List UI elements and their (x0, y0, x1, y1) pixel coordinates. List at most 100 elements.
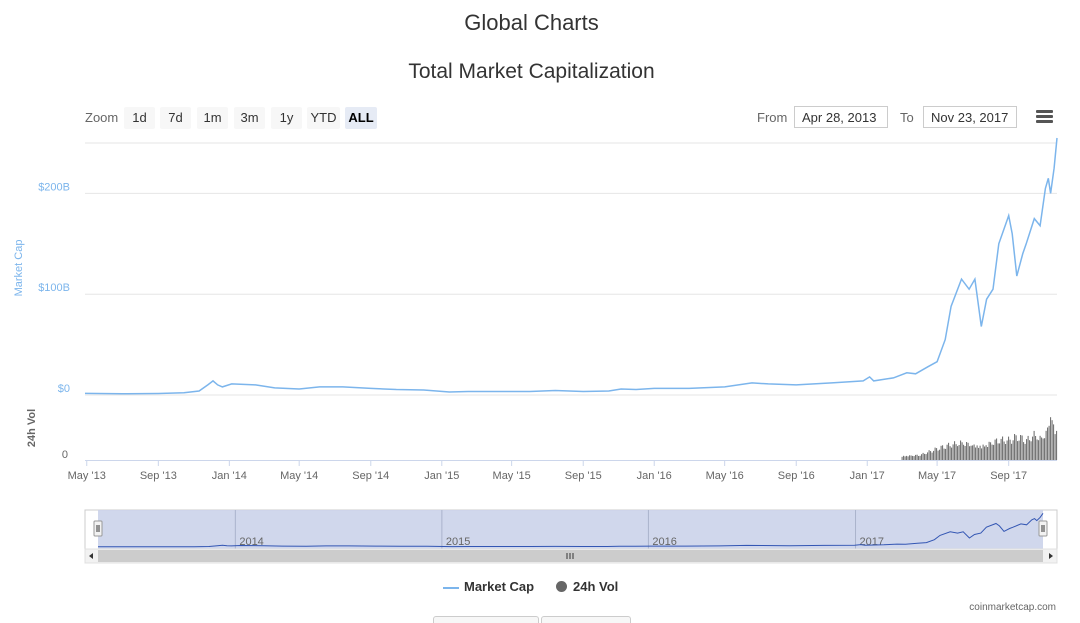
volume-bar (1023, 442, 1025, 460)
credit-link[interactable]: coinmarketcap.com (969, 602, 1056, 613)
chart-menu-button[interactable] (1036, 110, 1054, 124)
volume-bar (1011, 443, 1013, 460)
volume-bar (1033, 430, 1035, 460)
volume-bar (1012, 440, 1014, 460)
volume-bar (910, 455, 912, 460)
volume-bar (1029, 440, 1031, 460)
volume-bar (1038, 440, 1040, 460)
volume-bar (1030, 441, 1032, 460)
zoom-label: Zoom (85, 110, 119, 125)
volume-bar (982, 444, 984, 460)
volume-bar (1015, 435, 1017, 460)
handle-grip-icon (93, 520, 103, 537)
volume-bar (912, 455, 914, 460)
volume-bar (951, 447, 953, 460)
volume-bar (985, 445, 987, 460)
hamburger-icon (1036, 110, 1053, 113)
volume-bar (994, 439, 996, 460)
volume-bar (1024, 443, 1026, 460)
volume-bar (907, 456, 909, 460)
volume-bar (939, 449, 941, 460)
volume-bar (1014, 434, 1016, 460)
x-tick-label: Sep '17 (990, 470, 1027, 482)
navigator-handle-right[interactable] (1038, 520, 1048, 537)
x-tick-label: May '16 (706, 470, 744, 482)
volume-bar (1002, 436, 1004, 460)
volume-bar (904, 456, 906, 460)
x-tick-label: Sep '15 (565, 470, 602, 482)
zoom-button-1m[interactable]: 1m (197, 107, 228, 129)
volume-bar (993, 444, 995, 460)
volume-bar (997, 443, 999, 460)
volume-bar (913, 456, 915, 460)
volume-bar (984, 446, 986, 460)
x-tick-label: Jan '16 (637, 470, 672, 482)
volume-bar (933, 450, 935, 460)
volume-bar (918, 456, 920, 460)
x-tick-label: Sep '16 (778, 470, 815, 482)
volume-bar (1005, 444, 1007, 460)
volume-bar (1003, 441, 1005, 460)
volume-bar (916, 454, 918, 460)
volume-bar (952, 444, 954, 460)
volume-bar (978, 447, 980, 460)
volume-bar (937, 450, 939, 460)
volume-bar (960, 440, 962, 460)
x-tick-label: May '17 (918, 470, 956, 482)
navigator-handle-left[interactable] (93, 520, 103, 537)
volume-bar (975, 447, 977, 460)
volume-bar (901, 456, 903, 460)
zoom-button-7d[interactable]: 7d (160, 107, 191, 129)
navigator-mask[interactable] (98, 510, 1043, 549)
volume-bar (954, 441, 956, 460)
volume-bar (946, 444, 948, 460)
x-tick-label: Jan '15 (424, 470, 459, 482)
volume-bar (945, 448, 947, 460)
volume-axis-title: 24h Vol (26, 409, 38, 447)
volume-bar (931, 452, 933, 460)
to-date-input[interactable] (923, 106, 1017, 128)
hamburger-icon (1036, 115, 1053, 118)
tab-stub[interactable] (433, 616, 539, 623)
scroll-right-arrow-icon[interactable] (1049, 553, 1053, 559)
zoom-button-1d[interactable]: 1d (124, 107, 155, 129)
volume-bar (1041, 437, 1043, 460)
legend-market-cap[interactable]: Market Cap (443, 579, 534, 594)
volume-bar (1042, 438, 1044, 460)
zoom-button-1y[interactable]: 1y (271, 107, 302, 129)
scroll-left-arrow-icon[interactable] (89, 553, 93, 559)
volume-bar (949, 446, 951, 460)
volume-bar (970, 445, 972, 460)
volume-bar (906, 455, 908, 460)
y-axis-title: Market Cap (13, 240, 25, 297)
volume-tick-label: 0 (62, 449, 68, 461)
volume-bar (915, 454, 917, 460)
volume-bar (1032, 436, 1034, 460)
zoom-button-ytd[interactable]: YTD (307, 107, 340, 129)
tab-stub[interactable] (541, 616, 631, 623)
x-tick-label: Sep '13 (140, 470, 177, 482)
volume-bar (967, 442, 969, 460)
navigator-year-label: 2016 (652, 536, 676, 548)
volume-bar (1006, 440, 1008, 460)
volume-bar (1000, 438, 1002, 460)
volume-bar (928, 450, 930, 460)
volume-bar (903, 455, 905, 460)
volume-bar (930, 451, 932, 460)
volume-bar (919, 455, 921, 460)
legend-volume[interactable]: 24h Vol (556, 579, 618, 594)
volume-bar (976, 445, 978, 460)
volume-bar (1036, 439, 1038, 460)
volume-bar (927, 452, 929, 460)
chart-title: Total Market Capitalization (408, 60, 655, 83)
zoom-button-all[interactable]: ALL (345, 107, 377, 129)
handle-grip-icon (1038, 520, 1048, 537)
y-tick-label: $200B (38, 181, 70, 193)
x-tick-label: May '15 (493, 470, 531, 482)
x-tick-label: Jan '14 (212, 470, 247, 482)
volume-bar (958, 445, 960, 460)
volume-bar (961, 442, 963, 460)
from-date-input[interactable] (794, 106, 888, 128)
zoom-button-3m[interactable]: 3m (234, 107, 265, 129)
navigator-year-label: 2017 (860, 536, 884, 548)
